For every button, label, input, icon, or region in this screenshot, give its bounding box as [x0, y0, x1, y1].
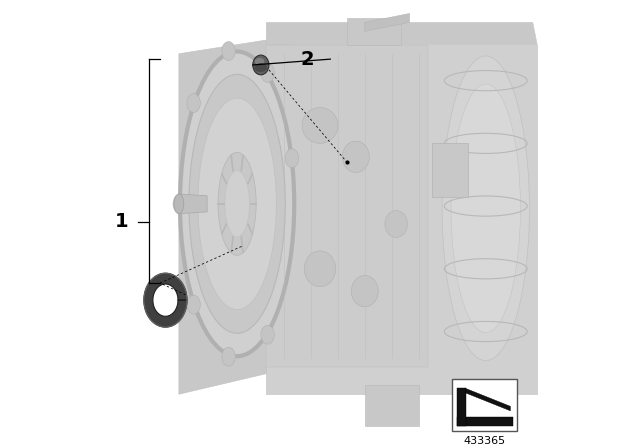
Ellipse shape	[174, 194, 184, 214]
Polygon shape	[144, 273, 187, 327]
Polygon shape	[365, 13, 410, 31]
Ellipse shape	[261, 64, 275, 82]
Text: 2: 2	[301, 50, 315, 69]
Ellipse shape	[285, 149, 299, 168]
Ellipse shape	[342, 141, 369, 172]
Polygon shape	[266, 45, 428, 367]
Polygon shape	[347, 18, 401, 45]
Ellipse shape	[198, 98, 276, 310]
Ellipse shape	[351, 276, 378, 307]
Ellipse shape	[218, 152, 256, 255]
Ellipse shape	[302, 108, 338, 143]
Ellipse shape	[261, 325, 275, 344]
Ellipse shape	[225, 171, 250, 237]
Text: 433365: 433365	[463, 436, 506, 446]
Polygon shape	[466, 388, 511, 411]
Ellipse shape	[222, 347, 236, 366]
Ellipse shape	[255, 63, 268, 72]
Ellipse shape	[173, 194, 186, 213]
Polygon shape	[457, 417, 513, 426]
Ellipse shape	[187, 94, 200, 112]
Ellipse shape	[442, 56, 529, 361]
Ellipse shape	[253, 55, 269, 75]
Ellipse shape	[255, 58, 264, 65]
Polygon shape	[432, 143, 468, 197]
Ellipse shape	[189, 74, 285, 333]
Ellipse shape	[451, 84, 520, 332]
Polygon shape	[365, 385, 419, 426]
Ellipse shape	[304, 251, 336, 287]
Ellipse shape	[385, 211, 408, 237]
Polygon shape	[457, 388, 466, 426]
Polygon shape	[179, 194, 207, 214]
Polygon shape	[266, 45, 538, 394]
Polygon shape	[179, 36, 293, 394]
Ellipse shape	[180, 52, 294, 356]
Bar	[452, 379, 517, 431]
Text: 1: 1	[115, 212, 128, 231]
Polygon shape	[266, 22, 538, 45]
Ellipse shape	[187, 295, 200, 314]
Ellipse shape	[222, 42, 236, 60]
